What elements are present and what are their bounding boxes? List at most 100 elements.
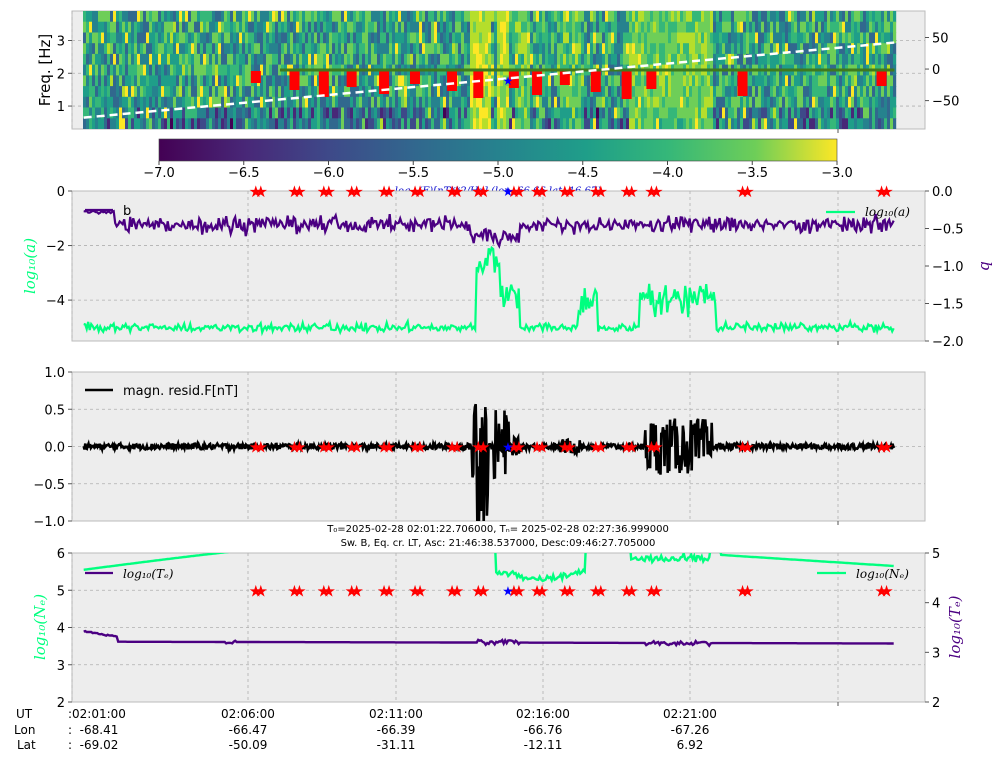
legend-magn-label: magn. resid.F[nT] xyxy=(123,384,238,399)
y-tick-label: −2 xyxy=(46,240,65,255)
spectrogram-cell xyxy=(863,43,867,55)
spectrogram-cell xyxy=(362,86,366,98)
spectrogram-cell xyxy=(92,118,96,129)
spectrogram-cell xyxy=(839,32,843,44)
spectrogram-cell xyxy=(446,107,450,119)
spectrogram-cell xyxy=(155,75,159,87)
spectrogram-cell xyxy=(749,107,753,119)
spectrogram-cell xyxy=(524,32,528,44)
spectrogram-cell xyxy=(422,118,426,129)
y2-tick-label: −0.5 xyxy=(932,223,964,238)
spectrogram-cell xyxy=(812,118,816,129)
spectrogram-cell xyxy=(89,118,93,129)
spectrogram-cell xyxy=(308,86,312,98)
spectrogram-cell xyxy=(623,32,627,44)
spectrogram-cell xyxy=(467,21,471,34)
spectrogram-cell xyxy=(239,107,243,119)
spectrogram-cell xyxy=(797,96,801,109)
spectrogram-cell xyxy=(719,21,723,34)
spectrogram-cell xyxy=(557,86,561,98)
spectrogram-cell xyxy=(116,53,120,66)
spectrogram-cell xyxy=(245,53,249,66)
spectrogram-cell xyxy=(797,43,801,55)
spectrogram-cell xyxy=(329,11,333,23)
spectrogram-cell xyxy=(392,43,396,55)
spectrogram-cell xyxy=(347,86,351,98)
spectrogram-cell xyxy=(215,75,219,87)
spectrogram-cell xyxy=(173,75,177,87)
spectrogram-cell xyxy=(551,21,555,34)
spectrogram-cell xyxy=(173,107,177,119)
spectrogram-cell xyxy=(164,64,168,76)
spectrogram-cell xyxy=(782,96,786,109)
spectrogram-cell xyxy=(848,96,852,109)
spectrogram-cell xyxy=(314,32,318,44)
spectrogram-cell xyxy=(797,53,801,66)
spectrogram-cell xyxy=(440,53,444,66)
spectrogram-cell xyxy=(632,118,636,129)
spectrogram-cell xyxy=(698,118,702,129)
spectrogram-cell xyxy=(269,96,273,109)
spectrogram-cell xyxy=(179,64,183,76)
spectrogram-cell xyxy=(335,75,339,87)
spectrogram-cell xyxy=(248,118,252,129)
spectrogram-cell xyxy=(461,53,465,66)
spectrogram-cell xyxy=(359,107,363,119)
spectrogram-cell xyxy=(158,64,162,76)
spectrogram-cell xyxy=(404,107,408,119)
spectrogram-cell xyxy=(134,118,138,129)
spectrogram-cell xyxy=(236,107,240,119)
spectrogram-cell xyxy=(215,118,219,129)
spectrogram-cell xyxy=(452,86,456,98)
spectrogram-cell xyxy=(506,96,510,109)
spectrogram-cell xyxy=(248,86,252,98)
spectrogram-cell xyxy=(557,11,561,23)
colorbar-tick-label: −6.0 xyxy=(313,166,345,181)
spectrogram-cell xyxy=(662,11,666,23)
spectrogram-cell xyxy=(584,43,588,55)
spectrogram-cell xyxy=(755,32,759,44)
spectrogram-cell xyxy=(116,75,120,87)
spectrogram-cell xyxy=(674,21,678,34)
spectrogram-cell xyxy=(590,11,594,23)
spectrogram-cell xyxy=(113,32,117,44)
spectrogram-cell xyxy=(575,86,579,98)
spectrogram-cell xyxy=(371,11,375,23)
colorbar-tick-label: −3.5 xyxy=(736,166,768,181)
spectrogram-cell xyxy=(584,11,588,23)
spectrogram-cell xyxy=(740,53,744,66)
spectrogram-cell xyxy=(863,118,867,129)
spectrogram-cell xyxy=(482,21,486,34)
spectrogram-cell xyxy=(89,96,93,109)
spectrogram-cell xyxy=(329,53,333,66)
spectrogram-cell xyxy=(527,96,531,109)
spectrogram-cell xyxy=(221,96,225,109)
y2-tick-label: 2 xyxy=(932,696,940,711)
spectrogram-cell xyxy=(746,75,750,87)
spectrogram-cell xyxy=(482,53,486,66)
spectrogram-cell xyxy=(536,21,540,34)
spectrogram-cell xyxy=(416,96,420,109)
spectrogram-cell xyxy=(155,43,159,55)
spectrogram-cell xyxy=(401,96,405,109)
spectrogram-cell xyxy=(161,11,165,23)
spectrogram-cell xyxy=(158,21,162,34)
spectrogram-cell xyxy=(581,86,585,98)
spectrogram-cell xyxy=(221,32,225,44)
spectrogram-cell xyxy=(275,75,279,87)
spectrogram-cell xyxy=(584,53,588,66)
spectrogram-cell xyxy=(395,43,399,55)
spectrogram-cell xyxy=(224,11,228,23)
spectrogram-cell xyxy=(170,107,174,119)
spectrogram-cell xyxy=(719,96,723,109)
spectrogram-cell xyxy=(311,118,315,129)
spectrogram-cell xyxy=(638,75,642,87)
spectrogram-cell xyxy=(878,32,882,44)
spectrogram-cell xyxy=(416,32,420,44)
spectrogram-cell xyxy=(443,96,447,109)
spectrogram-cell xyxy=(413,86,417,98)
spectrogram-cell xyxy=(104,64,108,76)
spectrogram-cell xyxy=(134,64,138,76)
blue-star-marker: ★ xyxy=(502,185,514,200)
event-marker: ★ xyxy=(535,182,549,201)
